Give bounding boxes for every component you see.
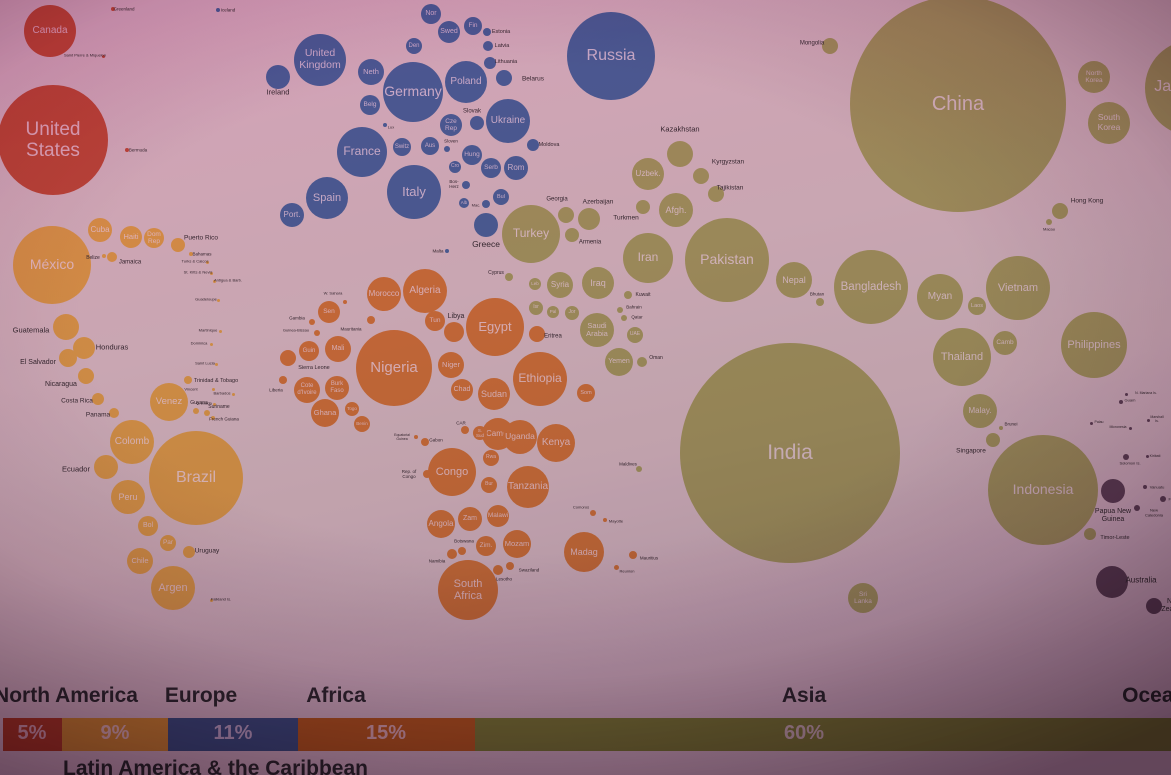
legend-percent-label-latin-america-the-caribbean: 9% xyxy=(100,722,130,744)
legend-continent-label-asia: Asia xyxy=(781,684,827,707)
legend-percent-label-europe: 11% xyxy=(213,722,253,744)
legend-continent-label-africa: Africa xyxy=(306,684,366,707)
legend-percent-label-north-america: 5% xyxy=(17,722,47,744)
legend-percent-label-africa: 15% xyxy=(365,722,407,744)
legend-percent-label-asia: 60% xyxy=(783,722,825,744)
legend-continent-label-oceania: Oceania xyxy=(1122,684,1171,707)
legend-label-latin-america-caribbean: Latin America & the Caribbean xyxy=(63,757,368,775)
legend-continent-label-north-america: North America xyxy=(0,684,138,707)
legend-continent-label-europe: Europe xyxy=(164,684,238,707)
